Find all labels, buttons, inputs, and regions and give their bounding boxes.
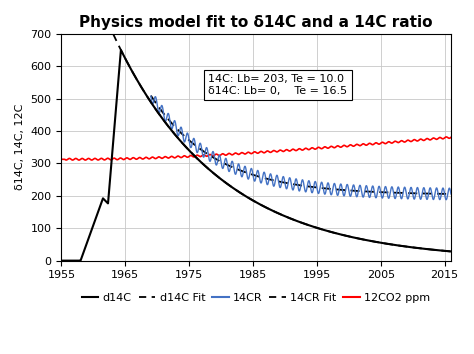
Title: Physics model fit to δ14C and a 14C ratio: Physics model fit to δ14C and a 14C rati… [80,15,433,30]
Text: 14C: Lb= 203, Te = 10.0
δ14C: Lb= 0,    Te = 16.5: 14C: Lb= 203, Te = 10.0 δ14C: Lb= 0, Te … [208,74,347,96]
Legend: d14C, d14C Fit, 14CR, 14CR Fit, 12CO2 ppm: d14C, d14C Fit, 14CR, 14CR Fit, 12CO2 pp… [77,288,435,307]
Y-axis label: δ14C, 14C, 12C: δ14C, 14C, 12C [15,104,25,190]
